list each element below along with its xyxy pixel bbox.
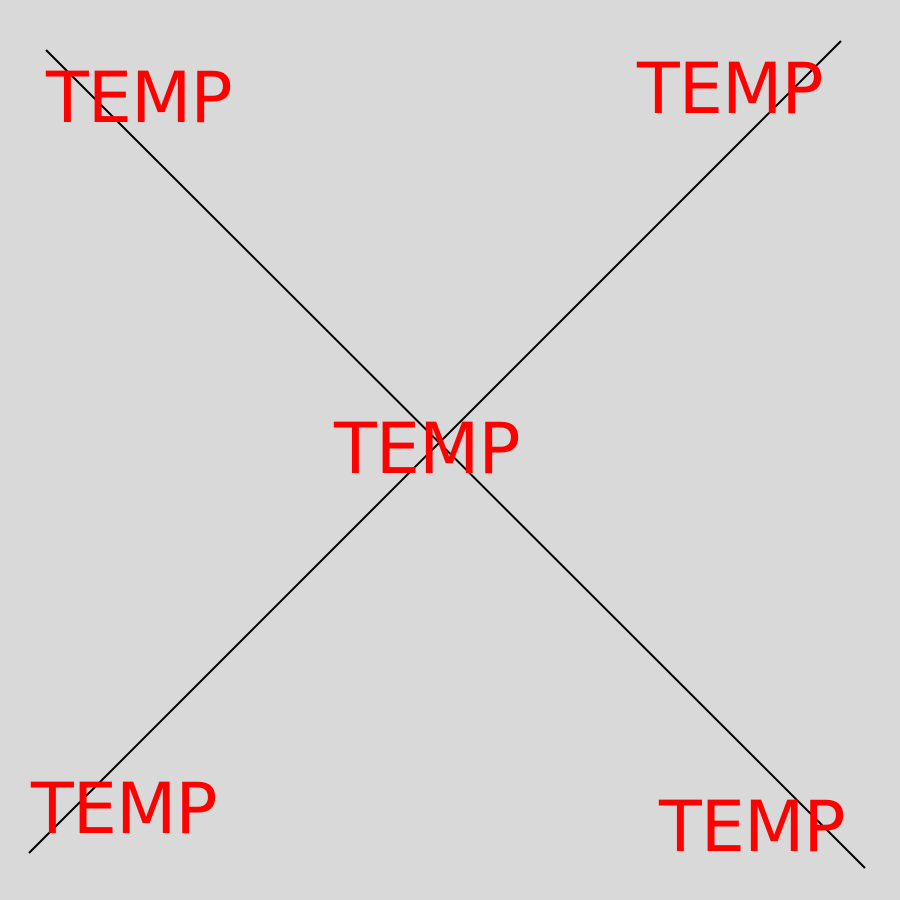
temp-label-center: TEMP: [334, 408, 521, 490]
diagonal-line-top-right-to-bottom-left: [28, 40, 842, 854]
temp-label-bottom-left: TEMP: [31, 768, 218, 850]
diagonal-line-top-left-to-bottom-right: [45, 49, 866, 869]
temp-label-top-right: TEMP: [637, 48, 824, 130]
temp-label-bottom-right: TEMP: [659, 786, 846, 868]
temp-label-top-left: TEMP: [46, 57, 233, 139]
